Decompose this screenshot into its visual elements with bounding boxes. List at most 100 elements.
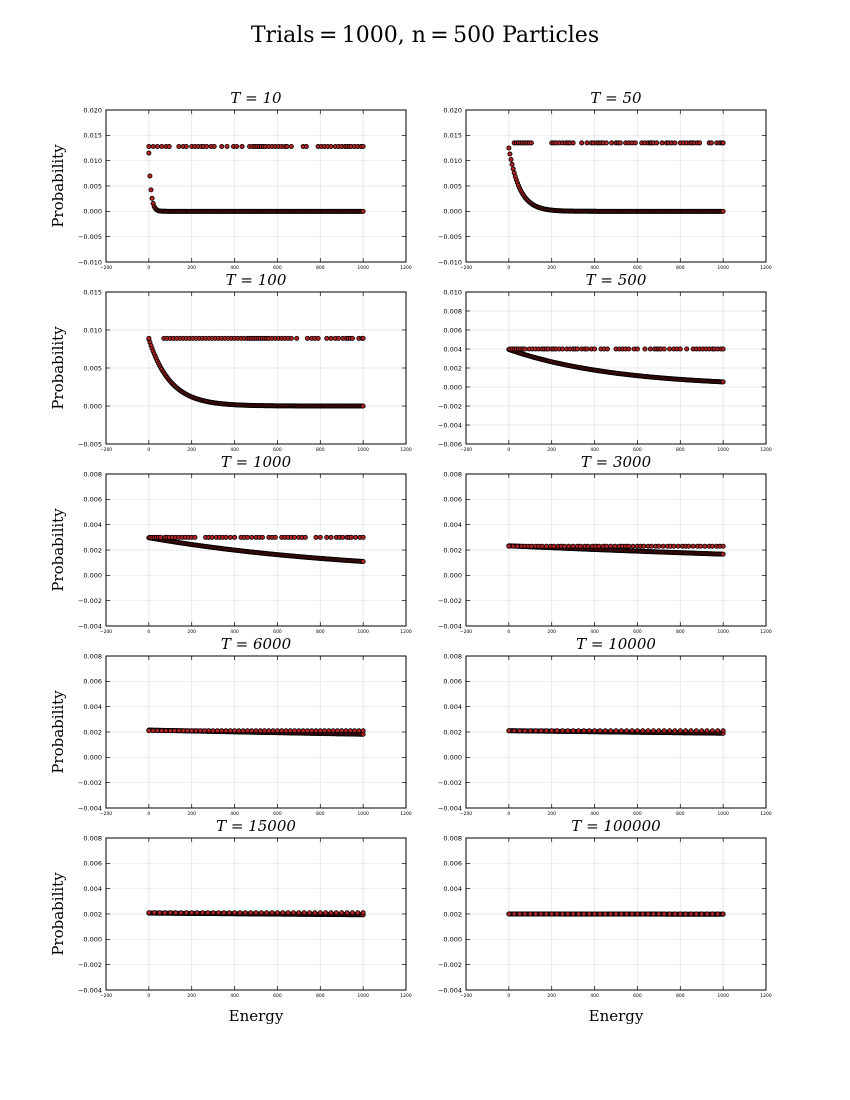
plateau-point: [654, 140, 660, 146]
plateau-point: [249, 534, 255, 540]
y-tick-label: 0.006: [83, 678, 102, 686]
plateau-point: [506, 911, 512, 917]
plateau-point: [253, 910, 259, 916]
plateau-point: [334, 728, 340, 734]
x-tick-label: 1000: [717, 811, 729, 817]
plateau-point: [565, 728, 571, 734]
plateau-point: [549, 911, 555, 917]
chart-panel-4: −200 0 200 400 600 800 1000 1200 −0.006 −0.004 −0.…: [438, 271, 772, 453]
plateau-point: [360, 143, 366, 149]
chart-panel-9: −200 0 200 400 600 800 1000 1200−0.004−0.0020.0…: [49, 817, 412, 1025]
y-tick-label: 0.005: [83, 364, 102, 372]
x-tick-label: 400: [590, 265, 599, 271]
plateau-point: [232, 728, 238, 734]
x-tick-label: 800: [676, 629, 685, 635]
x-tick-label: 400: [230, 629, 239, 635]
plateau-point: [699, 728, 705, 734]
plateau-point: [686, 543, 692, 549]
plateau-point: [609, 140, 615, 146]
chart-panel-7: −200 0 200 400 600 800 1000 1200−0.004−0.0020.0…: [49, 635, 412, 817]
plateau-point: [648, 543, 654, 549]
plateau-point: [708, 140, 714, 146]
y-tick-label: 0.000: [83, 754, 102, 762]
plateau-point: [240, 728, 246, 734]
panel-title: T = 1000: [221, 453, 292, 471]
x-tick-label: 1000: [357, 629, 369, 635]
y-tick-label: −0.002: [78, 779, 102, 787]
plateau-point: [344, 910, 350, 916]
plateau-point: [176, 143, 182, 149]
chart-panel-8: −200 0 200 400 600 800 1000 1200−0.004−0.0020.0…: [438, 635, 772, 817]
plateau-point: [340, 534, 346, 540]
data-point: [146, 150, 152, 156]
panel-title: T = 15000: [216, 817, 296, 835]
plateau-point: [159, 728, 165, 734]
data-point: [360, 208, 366, 214]
y-tick-label: 0.005: [83, 182, 102, 190]
plateau-point: [242, 910, 248, 916]
plateau-point: [683, 728, 689, 734]
plateau-point: [189, 910, 195, 916]
x-axis-label: Energy: [589, 1007, 644, 1025]
plateau-point: [173, 910, 179, 916]
y-tick-label: 0.000: [443, 383, 462, 391]
y-tick-label: −0.002: [438, 779, 462, 787]
y-tick-label: 0.002: [83, 910, 102, 918]
plateau-point: [324, 534, 330, 540]
x-tick-label: 800: [676, 447, 685, 453]
x-tick-label: 200: [187, 993, 196, 999]
plateau-point: [651, 911, 657, 917]
plateau-point: [193, 728, 199, 734]
x-tick-label: 0: [507, 447, 510, 453]
x-tick-label: 600: [633, 265, 642, 271]
y-tick-label: 0.000: [443, 754, 462, 762]
plateau-point: [585, 543, 591, 549]
x-tick-label: 600: [273, 629, 282, 635]
plateau-point: [624, 728, 630, 734]
plateau-point: [720, 346, 726, 352]
data-point: [510, 166, 516, 172]
plateau-point: [180, 728, 186, 734]
plateau-point: [659, 140, 665, 146]
x-tick-label: 200: [547, 811, 556, 817]
data-point: [720, 551, 726, 557]
y-tick-label: 0.015: [83, 132, 102, 140]
x-tick-label: −200: [460, 265, 472, 271]
plateau-point: [303, 143, 309, 149]
plateau-point: [209, 534, 215, 540]
x-tick-label: 0: [507, 265, 510, 271]
y-tick-label: 0.010: [443, 157, 462, 165]
y-axis-label: Probability: [49, 326, 67, 410]
y-tick-label: 0.008: [443, 307, 462, 315]
plateau-point: [210, 728, 216, 734]
x-tick-label: 200: [187, 811, 196, 817]
y-tick-label: 0.005: [443, 182, 462, 190]
plateau-point: [253, 728, 259, 734]
plateau-point: [167, 910, 173, 916]
y-tick-label: −0.010: [438, 258, 462, 266]
plateau-point: [630, 543, 636, 549]
plateau-point: [349, 910, 355, 916]
plateau-point: [249, 728, 255, 734]
x-tick-label: 400: [590, 993, 599, 999]
data-points: [146, 727, 366, 737]
data-points: [506, 346, 726, 385]
plateau-point: [597, 911, 603, 917]
data-point: [506, 145, 512, 151]
x-tick-label: 400: [590, 447, 599, 453]
y-tick-label: −0.002: [438, 961, 462, 969]
plateau-point: [693, 911, 699, 917]
y-tick-label: −0.004: [78, 986, 102, 994]
plateau-point: [279, 728, 285, 734]
data-point: [360, 558, 366, 564]
plateau-point: [543, 911, 549, 917]
plateau-point: [290, 910, 296, 916]
plateau-point: [626, 346, 632, 352]
plateau-point: [549, 728, 555, 734]
y-tick-label: 0.010: [83, 326, 102, 334]
plateau-point: [239, 143, 245, 149]
plateau-point: [157, 910, 163, 916]
plateau-point: [328, 335, 334, 341]
plateau-point: [660, 543, 666, 549]
